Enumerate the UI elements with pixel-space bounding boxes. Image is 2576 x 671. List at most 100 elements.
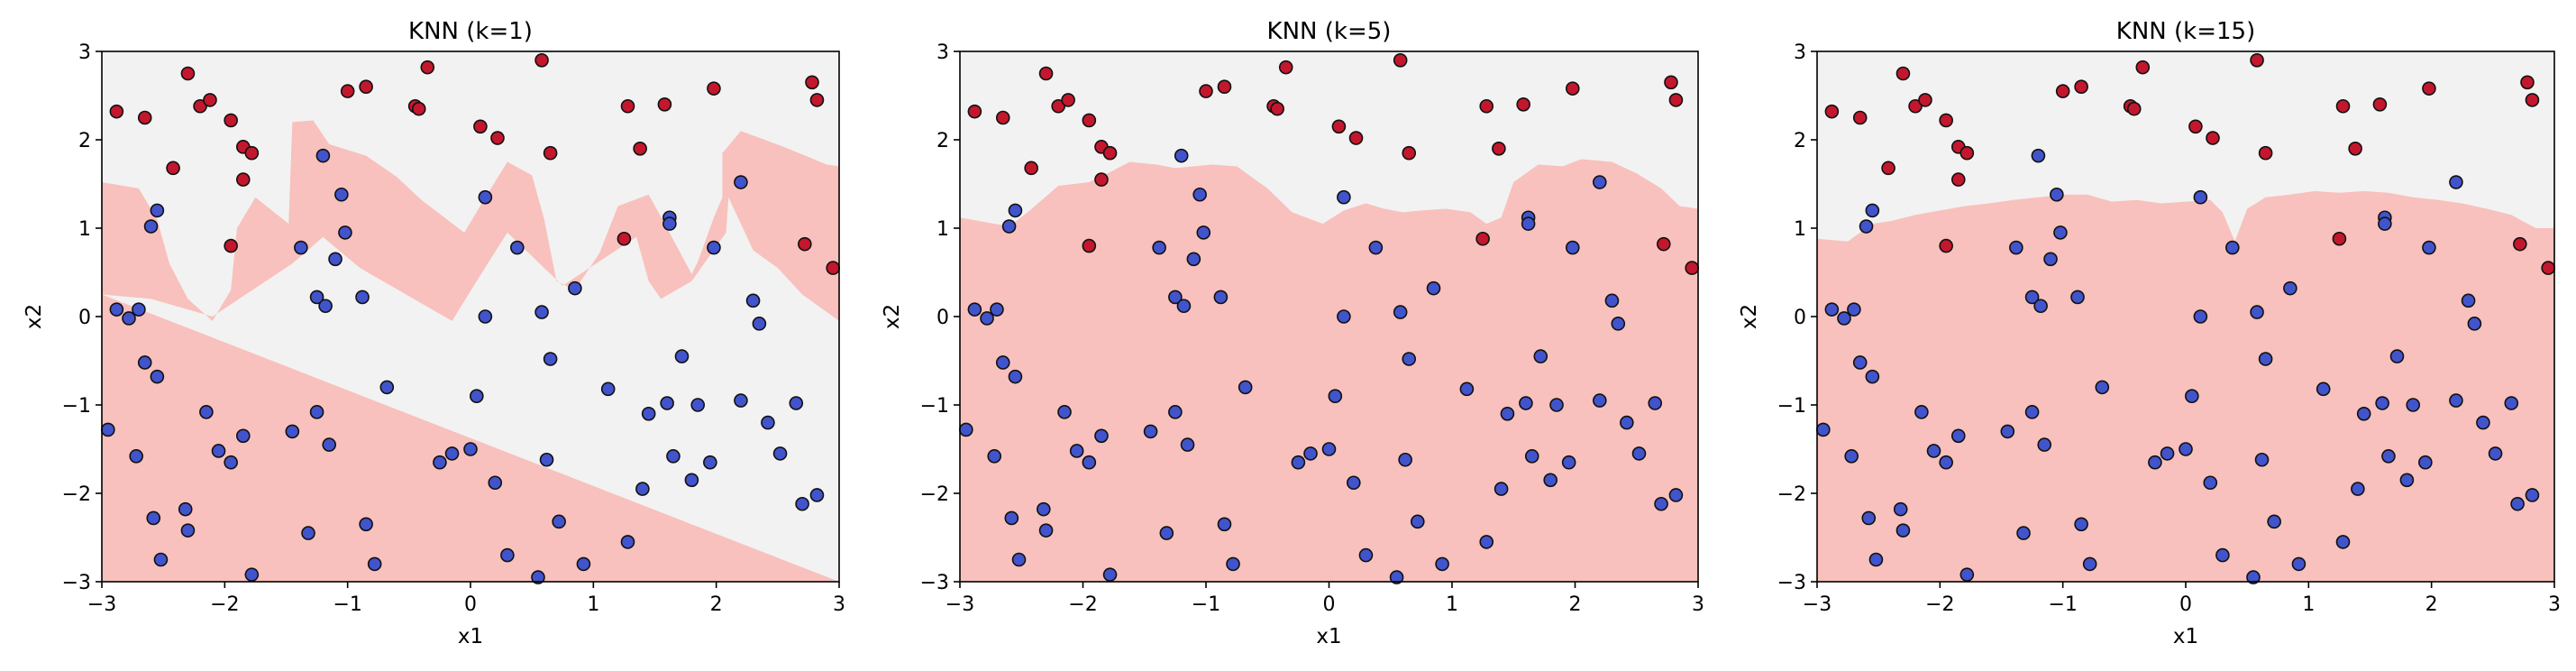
- data-point: [1959, 145, 1975, 161]
- data-point: [1008, 203, 1023, 218]
- data-point: [411, 101, 426, 116]
- data-point: [576, 556, 591, 572]
- data-point: [2250, 53, 2264, 68]
- y-tick-label: −2: [1777, 483, 1806, 506]
- y-tick-label: −2: [920, 483, 949, 506]
- data-point: [1196, 225, 1211, 240]
- data-point: [761, 415, 775, 430]
- data-point: [987, 449, 1002, 464]
- data-point: [101, 422, 115, 437]
- y-tick-label: 2: [78, 130, 91, 152]
- data-point: [1186, 252, 1201, 267]
- data-point: [2016, 526, 2031, 540]
- data-point: [1410, 514, 1425, 529]
- chart-title: KNN (k=1): [408, 18, 533, 45]
- y-tick-label: −1: [62, 395, 91, 418]
- data-point: [2399, 473, 2415, 488]
- data-point: [178, 501, 193, 517]
- data-point: [1082, 113, 1097, 128]
- data-point: [2418, 455, 2433, 470]
- data-point: [2449, 393, 2463, 408]
- data-point: [1852, 110, 1868, 125]
- data-point: [1926, 444, 1941, 458]
- data-point: [543, 145, 558, 161]
- data-point: [490, 131, 505, 145]
- data-point: [1631, 446, 1647, 461]
- data-point: [470, 389, 484, 404]
- x-tick-label: 2: [1569, 593, 1582, 616]
- y-axis-label: x2: [23, 304, 46, 329]
- data-point: [2258, 352, 2273, 366]
- data-point: [2525, 488, 2540, 502]
- chart-panel-2: −3 −2 −1 0 1 2 3 −3 −2 −1 0 1 2 3 KNN (k=5) x1 x2: [881, 18, 1704, 648]
- data-point: [707, 81, 721, 96]
- data-point: [2348, 142, 2362, 156]
- data-point: [531, 570, 545, 584]
- data-point: [539, 452, 554, 467]
- x-tick-label: 2: [2425, 593, 2438, 616]
- data-point: [959, 422, 973, 437]
- data-point: [552, 514, 566, 529]
- data-point: [795, 496, 809, 511]
- data-point: [143, 219, 159, 234]
- data-point: [301, 526, 315, 540]
- data-point: [967, 104, 982, 119]
- data-point: [1561, 455, 1576, 470]
- data-point: [146, 510, 161, 526]
- data-point: [150, 203, 165, 218]
- data-point: [1011, 552, 1027, 567]
- data-point: [109, 104, 124, 119]
- data-point: [1176, 299, 1192, 314]
- chart-title: KNN (k=5): [1267, 18, 1392, 45]
- data-point: [617, 231, 632, 246]
- x-tick-label: −3: [1803, 593, 1832, 616]
- data-point: [420, 60, 435, 75]
- x-tick-label: 3: [2548, 593, 2561, 616]
- data-point: [1865, 369, 1880, 384]
- data-point: [1824, 302, 1840, 317]
- data-point: [224, 455, 238, 470]
- data-point: [1685, 261, 1699, 275]
- data-point: [2225, 240, 2240, 255]
- data-point: [1152, 240, 1166, 255]
- data-point: [1348, 131, 1364, 145]
- data-point: [568, 280, 582, 296]
- data-point: [318, 299, 333, 314]
- data-point: [2148, 455, 2162, 470]
- chart-panel-1: −3 −2 −1 0 1 2 3 −3 −2 −1 0 1 2 3 KNN (k=1) x1 x2: [23, 18, 845, 648]
- data-point: [2375, 396, 2389, 410]
- data-point: [1038, 66, 1054, 81]
- data-point: [1213, 290, 1229, 305]
- data-point: [328, 252, 343, 267]
- data-point: [1516, 97, 1530, 112]
- y-tick-label: 1: [1794, 218, 1806, 241]
- data-point: [1865, 203, 1880, 218]
- data-point: [967, 302, 982, 317]
- data-point: [1159, 526, 1174, 540]
- data-point: [478, 189, 493, 205]
- data-point: [1549, 398, 1564, 412]
- data-point: [244, 567, 260, 582]
- data-point: [294, 240, 308, 255]
- data-point: [2203, 475, 2218, 491]
- x-tick-label: −2: [1925, 593, 1954, 616]
- data-point: [1393, 53, 1408, 68]
- data-point: [666, 449, 681, 464]
- x-tick-label: 1: [587, 593, 599, 616]
- data-point: [153, 552, 169, 567]
- data-point: [1824, 104, 1840, 119]
- data-point: [2335, 535, 2351, 549]
- data-point: [2513, 236, 2527, 252]
- data-point: [166, 161, 180, 176]
- data-point: [2070, 290, 2085, 305]
- region-class-0: [1817, 190, 2554, 582]
- data-point: [995, 110, 1010, 125]
- data-point: [1094, 172, 1109, 187]
- data-point: [1479, 535, 1494, 549]
- data-point: [1959, 567, 1975, 582]
- data-point: [1402, 145, 1417, 161]
- data-point: [2185, 389, 2199, 404]
- x-tick-label: 0: [1323, 593, 1336, 616]
- data-point: [1291, 455, 1306, 470]
- data-point: [620, 98, 635, 114]
